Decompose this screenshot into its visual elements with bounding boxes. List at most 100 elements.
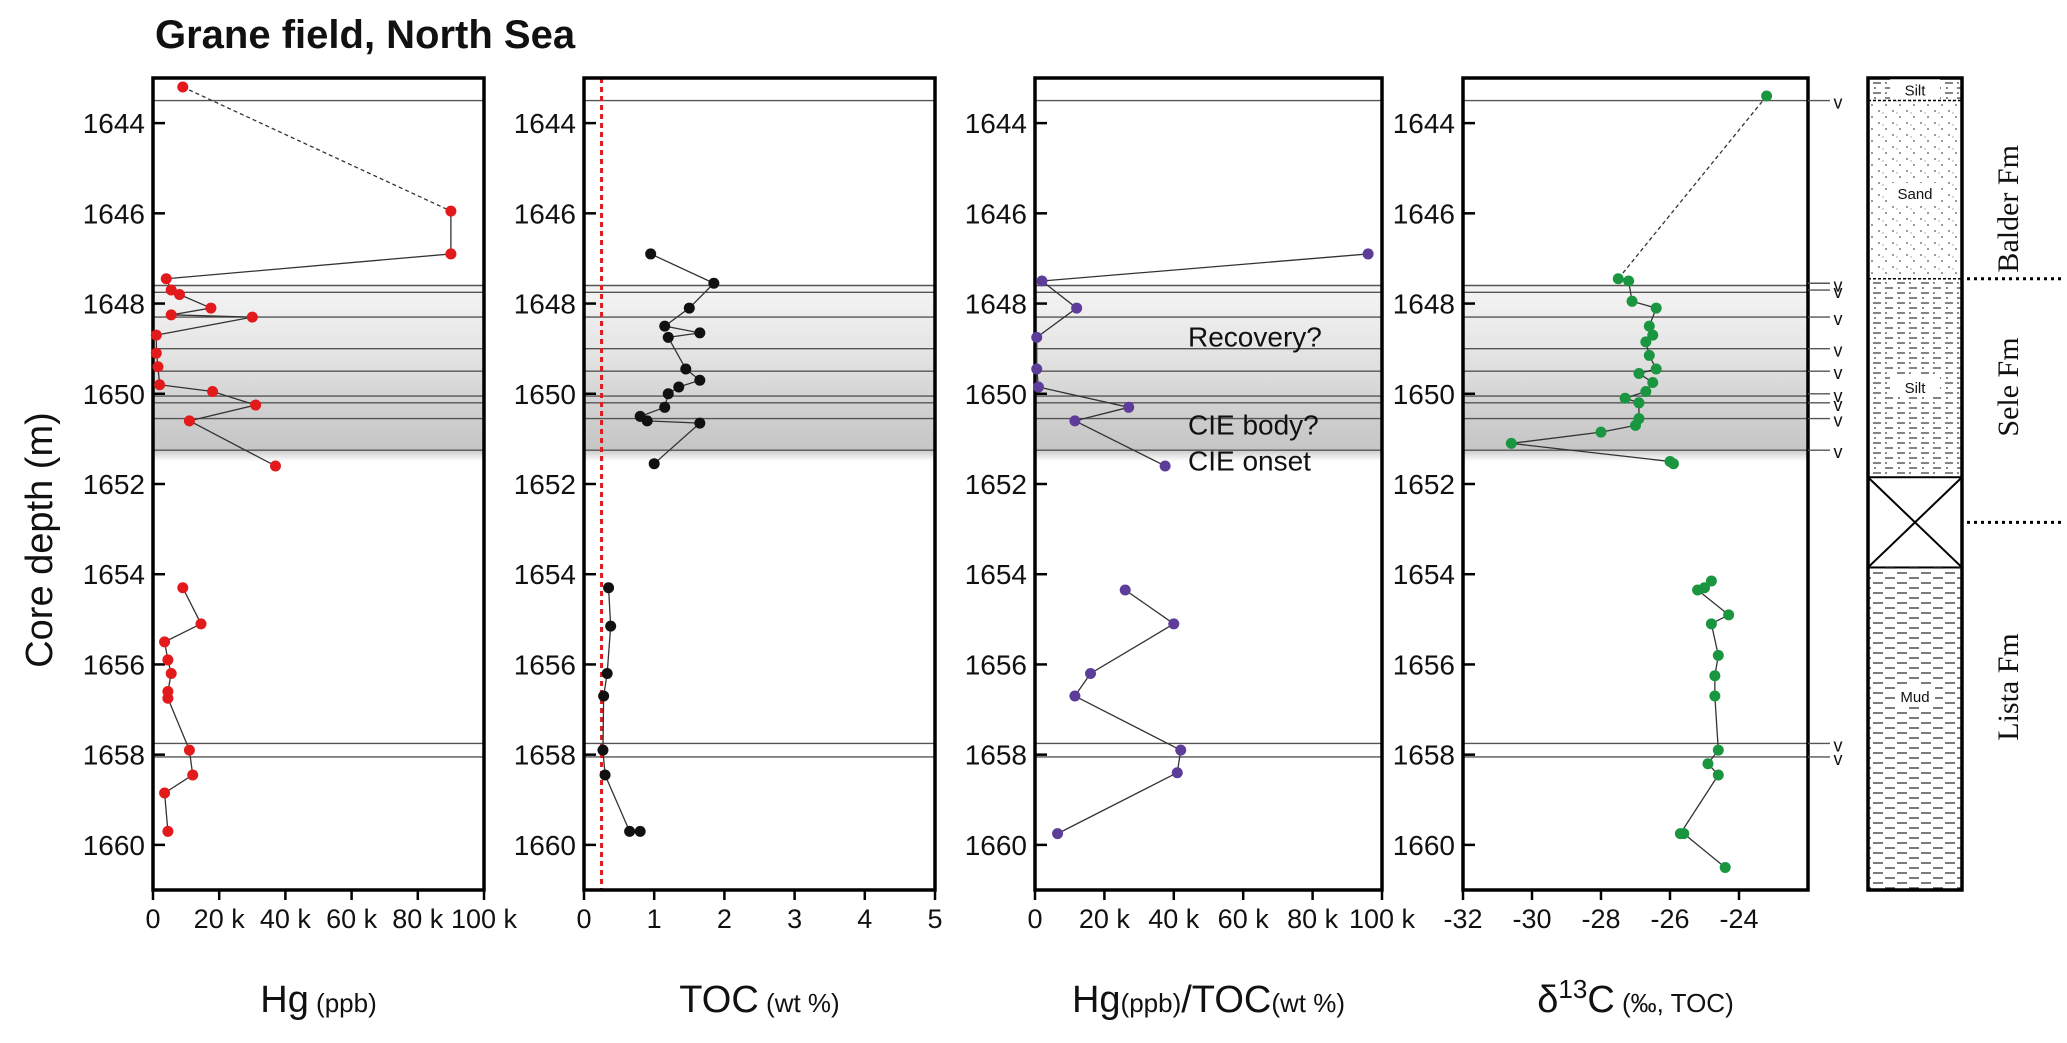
data-point (597, 744, 609, 756)
data-point (1712, 744, 1724, 756)
data-point (624, 825, 636, 837)
data-point (1643, 349, 1655, 361)
connector (1036, 307, 1078, 338)
v-marker: v (1834, 386, 1843, 406)
connector (607, 587, 612, 627)
connector (1511, 442, 1671, 463)
x-tick-label: 4 (857, 904, 872, 934)
shaded-band (1035, 285, 1382, 462)
data-point (694, 417, 706, 429)
y-tick-label: 1646 (965, 198, 1027, 229)
y-tick-label: 1644 (514, 108, 576, 139)
data-point (205, 302, 217, 314)
data-point (195, 618, 207, 630)
litho-label: Mud (1900, 689, 1929, 706)
data-point (1036, 275, 1048, 287)
data-point (659, 401, 671, 413)
connector (1038, 386, 1129, 408)
connector (182, 587, 202, 625)
x-tick-label: 100 k (1349, 904, 1416, 934)
x-label-unit: (ppb) (1121, 988, 1182, 1018)
x-tick-label: 60 k (326, 904, 378, 934)
data-point (165, 284, 177, 296)
v-marker: v (1834, 395, 1843, 415)
data-point (598, 690, 610, 702)
data-point (160, 273, 172, 285)
x-tick-label: -26 (1650, 904, 1689, 934)
y-tick-label: 1656 (1393, 649, 1455, 680)
connector (1090, 623, 1175, 675)
data-point (673, 381, 685, 393)
v-marker: v (1834, 282, 1843, 302)
connector (171, 314, 253, 318)
data-point (1626, 295, 1638, 307)
y-tick-label: 1652 (514, 469, 576, 500)
dashed-connector (182, 86, 452, 212)
annotation-1: Recovery? (1188, 321, 1322, 352)
v-marker: v (1834, 275, 1843, 295)
y-tick-label: 1650 (514, 379, 576, 410)
x-tick-label: 20 k (194, 904, 246, 934)
y-tick-label: 1644 (1393, 108, 1455, 139)
annotation-2: CIE body? (1188, 409, 1319, 440)
x-label-unit: (ppb) (309, 988, 377, 1018)
data-point (1647, 329, 1659, 341)
connector (650, 253, 715, 284)
y-tick-label: 1660 (1393, 830, 1455, 861)
data-point (1031, 363, 1043, 375)
shaded-band (584, 285, 935, 462)
data-point (1071, 302, 1083, 314)
data-point (1692, 584, 1704, 596)
connector (602, 696, 605, 751)
y-tick-label: 1658 (965, 740, 1027, 771)
x-label-text: Hg (260, 979, 309, 1021)
y-tick-label: 1652 (1393, 469, 1455, 500)
y-tick-label: 1654 (514, 559, 576, 590)
y-tick-label: 1660 (514, 830, 576, 861)
x-label-unit-2: (wt %) (1271, 988, 1345, 1018)
data-point (1595, 426, 1607, 438)
y-tick-label: 1650 (1393, 379, 1455, 410)
x-tick-label: 2 (717, 904, 732, 934)
data-point (173, 289, 185, 301)
v-marker: v (1834, 341, 1843, 361)
data-point (1159, 460, 1171, 472)
connector (1041, 280, 1078, 309)
data-point (445, 205, 457, 217)
x-label-unit: (‰, TOC) (1615, 988, 1734, 1018)
x-tick-label: 60 k (1218, 904, 1270, 934)
connector (1074, 420, 1166, 467)
y-tick-label: 1646 (514, 198, 576, 229)
data-point (1119, 584, 1131, 596)
y-axis-label: Core depth (m) (19, 412, 61, 668)
x-axis-label: TOC (wt %) (679, 979, 839, 1021)
data-point (154, 379, 166, 391)
data-point (165, 667, 177, 679)
connector (1679, 774, 1719, 834)
x-tick-label: -28 (1581, 904, 1620, 934)
connector (212, 390, 256, 406)
y-tick-label: 1650 (83, 379, 145, 410)
data-point (603, 582, 615, 594)
litho-label-bg (1890, 183, 1940, 204)
connector (156, 316, 253, 336)
data-point (1678, 828, 1690, 840)
data-point (1647, 377, 1659, 388)
x-tick-label: -30 (1512, 904, 1551, 934)
x-tick-label: 80 k (1287, 904, 1339, 934)
formation-label: Lista Fm (1992, 633, 2025, 741)
data-point (634, 825, 646, 837)
litho-label: Silt (1905, 380, 1927, 397)
v-marker: v (1834, 363, 1843, 383)
connector (1600, 424, 1636, 433)
data-point (601, 667, 613, 679)
panel-4: 164416461648165016521654165616581660-32-… (1393, 76, 1843, 1021)
connector (667, 337, 687, 370)
connector (171, 307, 212, 316)
data-point (183, 415, 195, 427)
x-tick-label: -24 (1719, 904, 1758, 934)
data-point (694, 374, 706, 386)
data-point (1623, 275, 1635, 287)
data-point (1705, 575, 1717, 587)
